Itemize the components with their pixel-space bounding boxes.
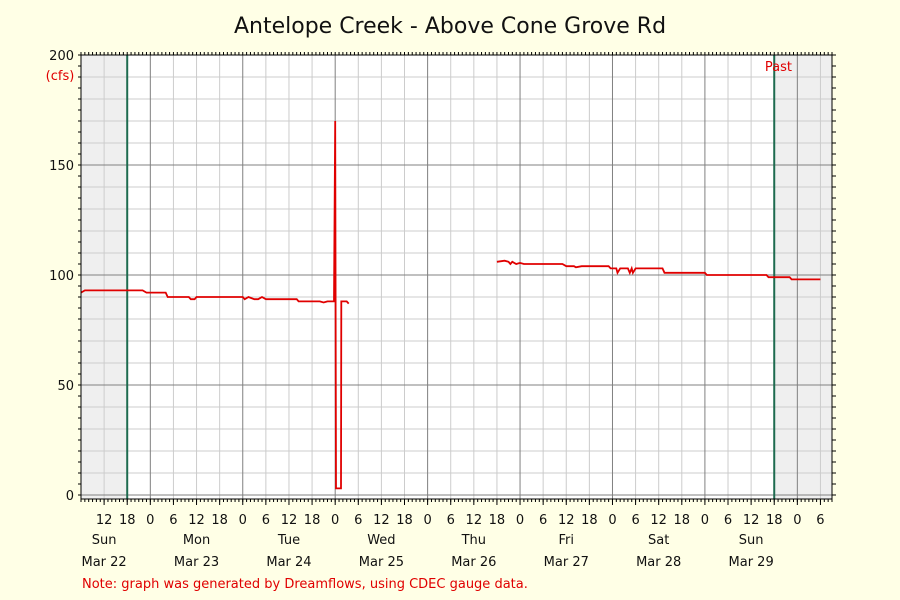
- x-tick-label: 12: [558, 513, 575, 528]
- x-axis-labels: 12 18 0 6 12 18 0 6 12 18 0 6 12 18 0 6 12 18 0 6 12 18 0 6 12 18…: [82, 513, 825, 570]
- x-tick-label: 6: [354, 513, 362, 528]
- x-tick-label: 12: [281, 513, 298, 528]
- x-tick-label: 0: [423, 513, 431, 528]
- x-tick-label: 18: [396, 513, 413, 528]
- y-tick-label: 100: [49, 269, 74, 284]
- y-tick-label: 50: [57, 379, 74, 394]
- day-date-label: Mar 23: [174, 555, 219, 570]
- day-name-label: Sun: [92, 533, 117, 548]
- x-tick-label: 12: [466, 513, 483, 528]
- day-date-label: Mar 26: [451, 555, 496, 570]
- x-tick-label: 18: [489, 513, 506, 528]
- x-tick-label: 0: [608, 513, 616, 528]
- chart-title: Antelope Creek - Above Cone Grove Rd: [234, 14, 666, 39]
- x-tick-label: 18: [581, 513, 598, 528]
- x-tick-label: 6: [816, 513, 824, 528]
- day-name-label: Tue: [277, 533, 300, 548]
- x-tick-label: 0: [701, 513, 709, 528]
- x-tick-label: 18: [119, 513, 136, 528]
- series-line-1-segment-2: [496, 259, 821, 281]
- x-tick-label: 6: [169, 513, 177, 528]
- x-tick-label: 18: [766, 513, 783, 528]
- plot-border: [80, 54, 833, 500]
- x-tick-label: 12: [96, 513, 113, 528]
- x-tick-label: 12: [188, 513, 205, 528]
- y-axis-labels: 0 50 100 150 200: [49, 49, 74, 504]
- day-name-label: Mon: [183, 533, 210, 548]
- x-tick-label: 0: [793, 513, 801, 528]
- day-date-label: Mar 25: [359, 555, 404, 570]
- day-date-label: Mar 24: [266, 555, 311, 570]
- day-name-label: Thu: [461, 533, 486, 548]
- x-tick-label: 18: [304, 513, 321, 528]
- axis-ticks: [78, 52, 836, 505]
- y-tick-label: 200: [49, 49, 74, 64]
- y-tick-label: 0: [66, 489, 74, 504]
- day-name-label: Sat: [648, 533, 669, 548]
- day-date-label: Mar 29: [729, 555, 774, 570]
- past-label: Past: [765, 60, 792, 75]
- x-tick-label: 12: [743, 513, 760, 528]
- x-tick-label: 6: [724, 513, 732, 528]
- x-tick-label: 6: [539, 513, 547, 528]
- x-tick-label: 6: [262, 513, 270, 528]
- plot-area: [81, 55, 832, 499]
- series-line-1-segment-1: [80, 120, 350, 490]
- y-unit-label: (cfs): [46, 69, 75, 84]
- day-date-label: Mar 22: [82, 555, 127, 570]
- plot-background: [81, 55, 832, 499]
- x-tick-label: 18: [674, 513, 691, 528]
- day-date-label: Mar 28: [636, 555, 681, 570]
- footer-note: Note: graph was generated by Dreamflows,…: [82, 577, 528, 592]
- x-tick-label: 0: [146, 513, 154, 528]
- series-layer: [80, 120, 821, 490]
- x-tick-label: 6: [631, 513, 639, 528]
- x-tick-label: 0: [516, 513, 524, 528]
- plot-frame: [80, 54, 833, 500]
- day-name-label: Wed: [367, 533, 395, 548]
- day-name-label: Fri: [559, 533, 575, 548]
- x-tick-label: 0: [331, 513, 339, 528]
- y-tick-label: 150: [49, 159, 74, 174]
- x-tick-label: 6: [447, 513, 455, 528]
- x-tick-label: 12: [373, 513, 390, 528]
- x-tick-label: 18: [211, 513, 228, 528]
- x-tick-label: 12: [650, 513, 667, 528]
- day-date-label: Mar 27: [544, 555, 589, 570]
- x-tick-label: 0: [239, 513, 247, 528]
- day-name-label: Sun: [739, 533, 764, 548]
